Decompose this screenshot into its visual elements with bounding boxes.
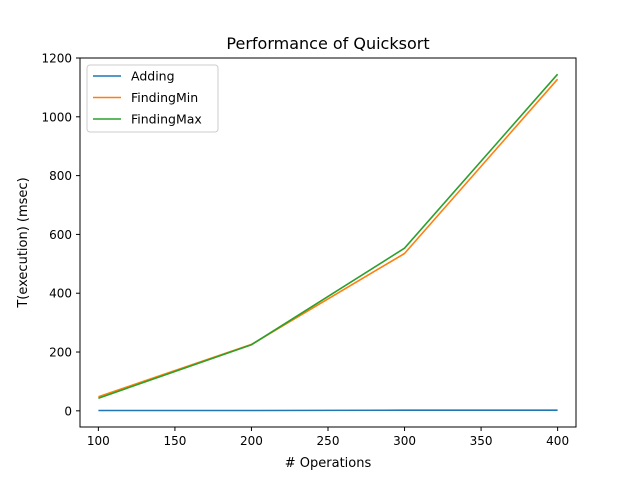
y-tick-label: 1200: [41, 52, 72, 66]
x-tick-label: 350: [470, 434, 493, 448]
y-tick-label: 800: [49, 169, 72, 183]
y-tick-label: 400: [49, 287, 72, 301]
legend-label-findingmin: FindingMin: [131, 90, 198, 105]
y-tick-label: 200: [49, 346, 72, 360]
chart-title: Performance of Quicksort: [226, 34, 429, 53]
y-tick-label: 600: [49, 228, 72, 242]
y-axis-label: T(execution) (msec): [16, 177, 31, 308]
x-tick-label: 150: [163, 434, 186, 448]
x-tick-label: 100: [87, 434, 110, 448]
x-axis-label: # Operations: [285, 456, 372, 471]
x-tick-label: 250: [317, 434, 340, 448]
legend-box: [86, 64, 219, 133]
x-axis: 100 150 200 250 300 350 400: [87, 427, 569, 448]
series-layer: [98, 73, 559, 412]
x-tick-label: 400: [546, 434, 569, 448]
y-axis: 0 200 400 600 800 1000 1200: [41, 52, 80, 418]
legend-label-findingmax: FindingMax: [131, 112, 202, 127]
y-tick-label: 0: [64, 404, 72, 418]
legend: Adding FindingMin FindingMax: [86, 64, 219, 133]
series-line-findingmax: [98, 73, 559, 399]
x-tick-label: 300: [393, 434, 416, 448]
y-tick-label: 1000: [41, 110, 72, 124]
legend-label-adding: Adding: [131, 69, 175, 84]
series-line-findingmin: [98, 78, 559, 398]
x-tick-label: 200: [240, 434, 263, 448]
